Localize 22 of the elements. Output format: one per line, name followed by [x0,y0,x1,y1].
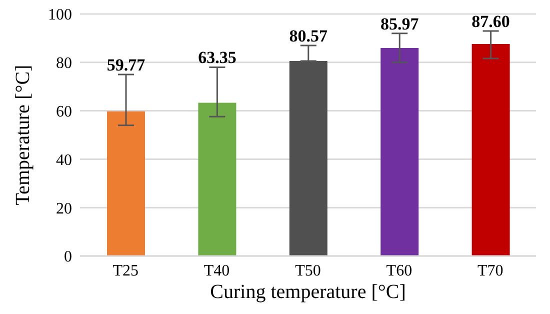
x-tick-label: T50 [295,262,321,280]
y-tick-label: 40 [56,152,72,169]
y-tick-label: 80 [56,55,72,72]
data-label: 59.77 [106,56,146,74]
bar [107,111,145,256]
x-tick-label: T60 [386,262,412,280]
x-tick-label: T40 [204,262,230,280]
x-tick-label: T25 [112,262,138,280]
y-axis-title: Temperature [°C] [12,64,34,206]
data-label: 87.60 [472,12,510,31]
x-tick-label: T70 [478,262,504,280]
data-label: 80.57 [289,26,328,46]
bar [380,48,419,256]
bar [472,44,510,256]
y-tick-label: 0 [64,248,72,266]
bar [198,102,236,256]
x-axis-title: Curing temperature [°C] [210,281,406,304]
data-label: 63.35 [198,48,236,68]
data-label: 85.97 [380,14,420,34]
y-tick-label: 20 [56,200,72,218]
y-tick-label: 60 [56,103,72,120]
y-tick-label: 100 [48,6,72,24]
